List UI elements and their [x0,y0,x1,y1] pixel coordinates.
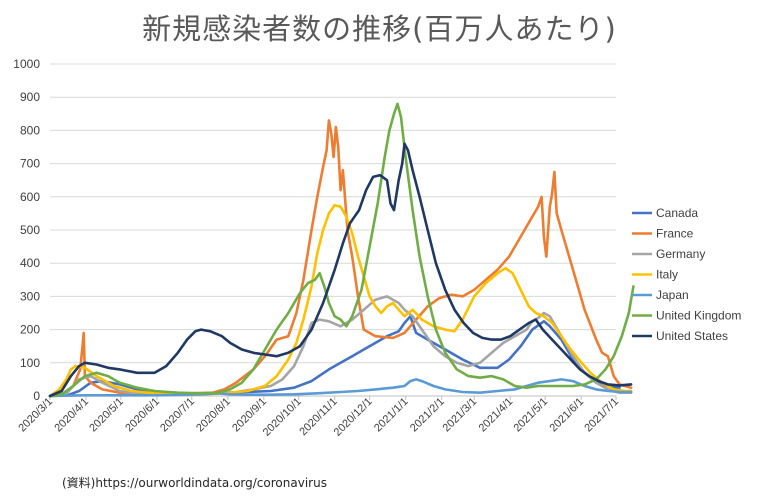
legend-label-united-states: United States [656,329,728,343]
y-tick-label: 1000 [13,57,40,71]
y-tick-label: 100 [20,356,40,370]
x-tick-label: 2020/6/1 [123,396,162,435]
gridlines [50,63,616,397]
series-line-france [48,119,633,398]
series-line-united-states [48,142,633,398]
legend: Canada France Germany Italy Japan United King… [632,206,741,343]
x-tick-label: 2021/1/1 [372,396,411,435]
legend-label-germany: Germany [656,247,705,261]
series-lines [48,102,635,398]
legend-label-united-kingdom: United Kingdom [656,309,741,323]
y-tick-label: 0 [33,389,40,403]
x-tick-label: 2020/10/1 [261,396,304,439]
legend-label-italy: Italy [656,268,678,282]
x-tick-label: 2021/6/1 [547,396,586,435]
y-tick-label: 300 [20,289,40,303]
chart-title: 新規感染者数の推移(百万人あたり) [142,12,617,46]
y-tick-label: 200 [20,323,40,337]
legend-label-japan: Japan [656,288,689,302]
source-note: (資料)https://ourworldindata.org/coronavir… [62,476,327,490]
x-tick-label: 2020/7/1 [158,396,197,435]
series-line-united-kingdom [48,102,635,398]
legend-label-canada: Canada [656,206,698,220]
y-tick-label: 400 [20,256,40,270]
x-tick-label: 2020/5/1 [87,396,126,435]
y-tick-label: 600 [20,190,40,204]
y-tick-label: 800 [20,123,40,137]
x-tick-label: 2021/3/1 [441,396,480,435]
legend-label-france: France [656,227,694,241]
x-axis-ticks: 2020/3/12020/4/12020/5/12020/6/12020/7/1… [16,396,621,439]
x-tick-label: 2020/8/1 [194,396,233,435]
x-tick-label: 2021/7/1 [582,396,621,435]
y-tick-label: 500 [20,223,40,237]
y-axis-ticks: 0 100 200 300 400 500 600 700 800 900 1000 [13,57,40,403]
y-tick-label: 900 [20,90,40,104]
x-tick-label: 2021/5/1 [511,396,550,435]
x-tick-label: 2020/12/1 [332,396,375,439]
x-tick-label: 2020/4/1 [52,396,91,435]
x-tick-label: 2021/4/1 [477,396,516,435]
y-tick-label: 700 [20,157,40,171]
x-tick-label: 2021/2/1 [408,396,447,435]
